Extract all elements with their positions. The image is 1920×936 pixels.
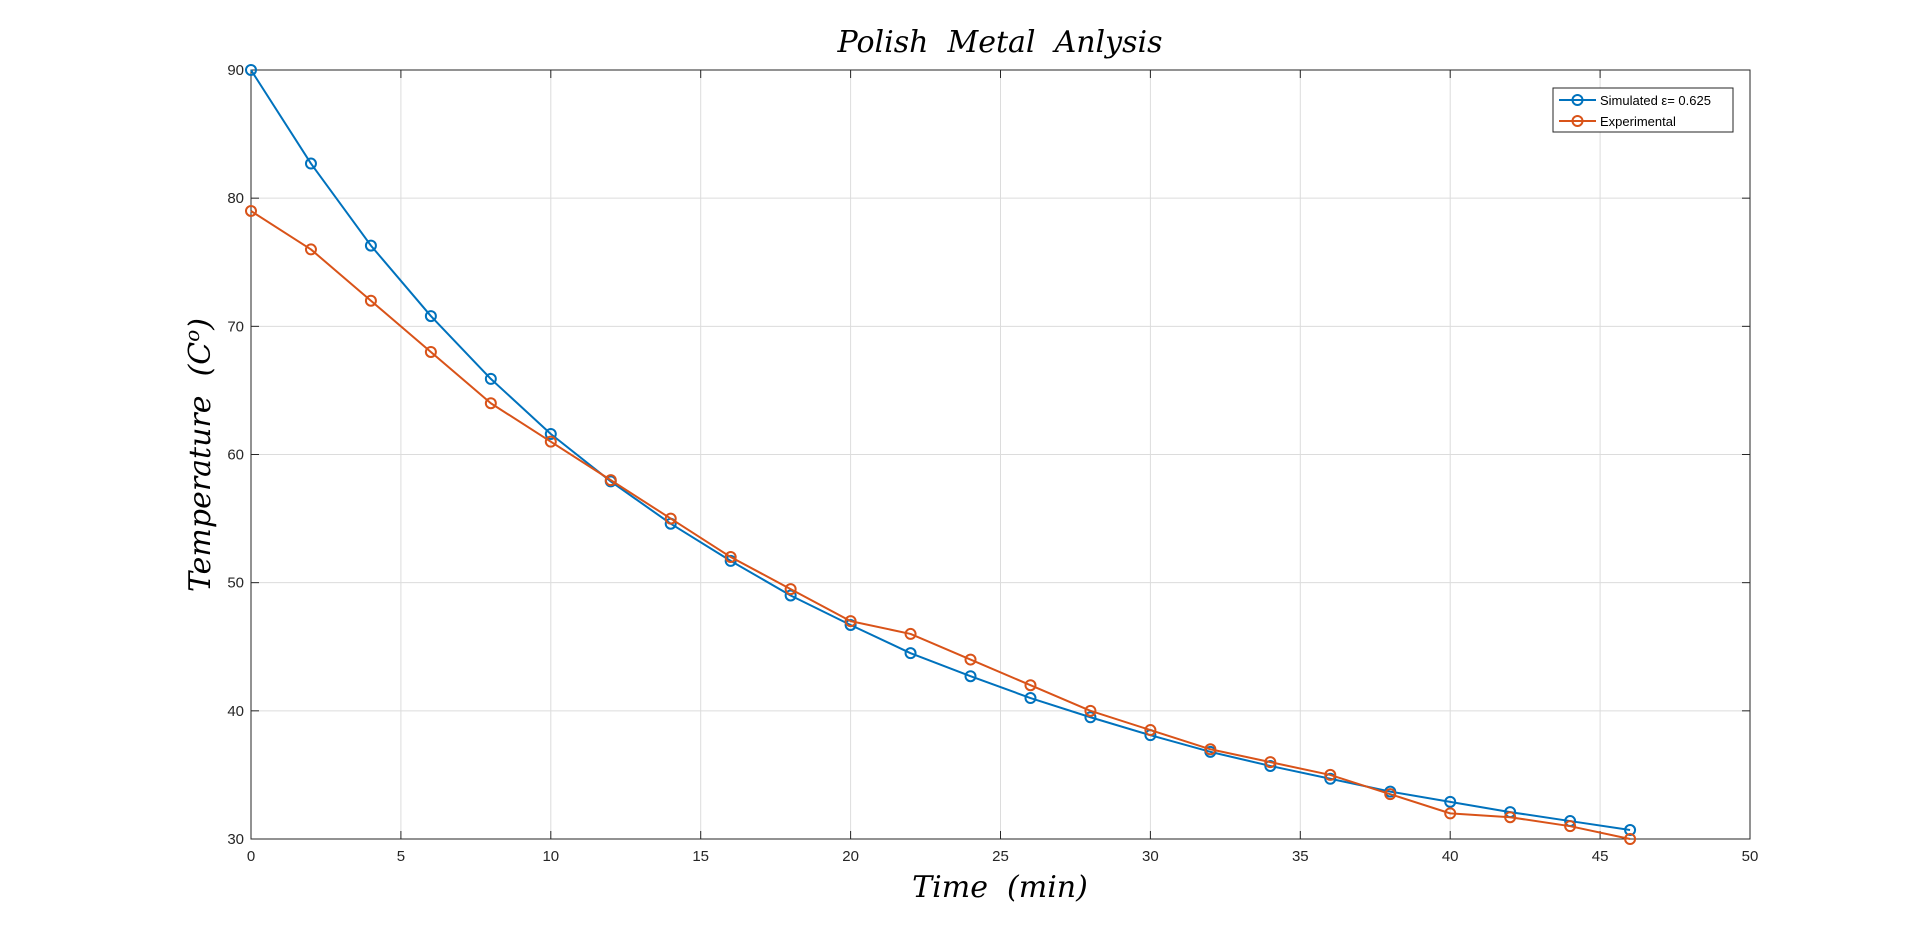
data-point-experimental [664,512,677,525]
y-tick-label: 70 [227,318,244,335]
legend-box [1552,87,1734,133]
data-point-experimental [904,627,917,640]
data-point-experimental [604,474,617,487]
data-point-experimental [964,653,977,666]
data-point-experimental [484,397,497,410]
x-tick-label: 20 [842,848,859,865]
y-tick-label: 40 [227,703,244,720]
data-point-experimental [364,294,377,307]
data-point-simulated [1624,824,1637,837]
data-point-simulated [1324,772,1337,785]
y-axis-label: Temperature (Co) [180,318,218,592]
data-point-simulated [1264,759,1277,772]
y-tick-label: 90 [227,62,244,79]
data-point-experimental [784,583,797,596]
data-point-experimental [1084,704,1097,717]
y-axis-label-main: Temperature (C [183,342,218,592]
y-axis-label-superscript: o [180,330,204,342]
x-tick-label: 15 [692,848,709,865]
series-line-experimental [250,210,1631,840]
data-point-simulated [484,372,497,385]
data-point-experimental [1204,743,1217,756]
legend-label-simulated: Simulated ε= 0.625 [1600,93,1711,108]
data-point-simulated [304,157,317,170]
data-point-simulated [544,427,557,440]
data-point-experimental [1264,756,1277,769]
data-point-experimental [1144,724,1157,737]
series [245,64,1637,845]
data-point-experimental [1564,820,1577,833]
data-point-experimental [245,204,257,217]
legend: Simulated ε= 0.625 Experimental [1552,87,1734,133]
x-tick-label: 35 [1292,848,1309,865]
y-tick-label: 30 [227,831,244,848]
x-tick-label: 5 [397,848,405,865]
data-point-simulated [364,239,377,252]
y-tick-label: 80 [227,190,244,207]
x-tick-label: 45 [1592,848,1609,865]
legend-marker-simulated [1571,94,1584,106]
x-axis-label: Time (min) [912,870,1088,905]
y-tick-label: 50 [227,575,244,592]
data-point-experimental [424,345,437,358]
data-point-simulated [424,310,437,323]
data-point-simulated [844,618,857,631]
x-tick-label: 25 [992,848,1009,865]
x-tick-label: 10 [542,848,559,865]
data-point-experimental [1384,788,1397,801]
x-tick-label: 50 [1742,848,1759,865]
data-point-simulated [245,64,257,76]
data-point-experimental [544,435,557,448]
series-line-simulated [250,69,1631,832]
data-point-experimental [1324,768,1337,781]
data-point-experimental [1444,807,1457,820]
y-tick-label: 60 [227,447,244,464]
data-point-simulated [1024,692,1037,705]
data-point-experimental [1024,679,1037,692]
ticks: 0 5 10 15 20 25 30 35 40 45 50 30 40 50 60 70 80 90 [227,62,1758,865]
legend-marker-experimental [1571,115,1584,127]
data-point-simulated [784,589,797,602]
x-tick-label: 30 [1142,848,1159,865]
series-experimental [245,204,1637,845]
data-point-simulated [964,670,977,683]
y-axis-label-close: ) [183,318,218,331]
data-point-simulated [1084,711,1097,724]
data-point-simulated [904,647,917,660]
x-tick-label: 0 [247,848,255,865]
x-tick-label: 40 [1442,848,1459,865]
chart-title: Polish Metal Anlysis [836,25,1162,60]
legend-label-experimental: Experimental [1600,114,1676,129]
data-point-experimental [1504,811,1517,824]
data-point-simulated [1444,795,1457,808]
data-point-experimental [724,551,737,564]
data-point-experimental [844,615,857,628]
data-point-experimental [304,243,317,256]
data-point-experimental [1624,833,1637,845]
